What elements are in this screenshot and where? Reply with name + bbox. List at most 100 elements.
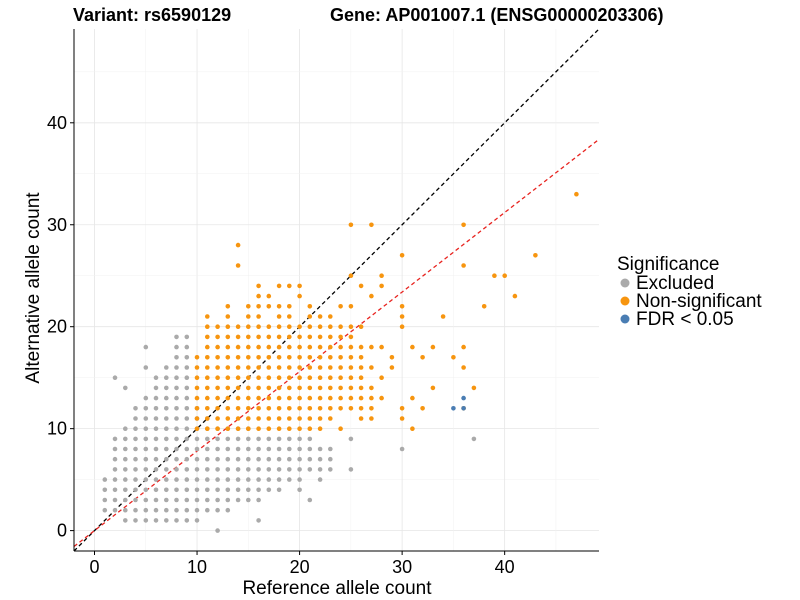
data-point [266,375,272,381]
data-point [143,395,149,401]
data-point [246,426,251,432]
data-point [379,375,384,381]
data-point [215,497,220,503]
data-point [235,477,241,482]
data-point [174,467,179,472]
y-tick-label: 10 [47,419,67,439]
data-point [338,344,343,350]
data-point [358,324,364,330]
data-point [307,497,313,503]
data-point [317,406,323,411]
data-point [307,314,313,319]
data-point [184,334,190,340]
data-point [235,375,241,381]
data-point [205,355,210,360]
data-point [369,344,374,350]
data-point [215,355,220,360]
data-point [307,385,313,391]
data-point [215,456,220,462]
data-point [112,487,118,493]
data-point [153,375,159,381]
data-point [256,365,261,370]
data-point [123,487,128,493]
data-point [307,324,313,330]
data-point [174,518,179,523]
data-point [153,487,159,493]
data-point [276,456,282,462]
data-point [410,344,415,350]
data-point [205,507,210,513]
data-point [287,477,292,482]
data-point [194,507,200,513]
data-point [266,304,272,309]
data-point [276,304,282,309]
data-point [328,334,333,340]
data-point [215,416,220,421]
data-point [389,355,395,360]
data-point [225,344,231,350]
data-point [338,426,343,432]
data-point [184,385,190,391]
data-point [307,436,313,442]
data-point [246,436,251,442]
data-point [266,344,272,350]
x-tick-label: 20 [290,557,310,577]
chart-title-variant: Variant: rs6590129 [73,5,231,25]
data-point [194,395,200,401]
data-point [276,487,282,493]
data-point [256,283,261,289]
y-tick-label: 0 [57,521,67,541]
data-point [410,395,415,401]
data-point [174,426,179,432]
data-point [246,304,251,309]
data-point [256,426,261,432]
data-point [174,446,179,452]
data-point [164,395,169,401]
data-point [215,477,220,482]
data-point [205,487,210,493]
data-point [307,416,313,421]
data-point [471,385,477,391]
data-point [246,406,251,411]
legend-label: Excluded [636,273,714,294]
data-point [235,467,241,472]
data-point [338,334,343,340]
data-point [307,304,313,309]
data-point [194,426,200,432]
data-point [328,314,333,319]
data-point [461,344,466,350]
data-point [276,314,282,319]
data-point [328,385,333,391]
data-point [256,324,261,330]
data-point [225,314,231,319]
data-point [112,507,118,513]
data-point [317,365,323,370]
data-point [297,416,302,421]
data-point [287,344,292,350]
data-point [328,375,333,381]
data-point [184,406,190,411]
data-point [297,446,302,452]
data-point [246,487,251,493]
data-point [358,365,364,370]
data-point [164,467,169,472]
data-point [276,446,282,452]
data-point [215,365,220,370]
data-point [389,365,395,370]
data-point [235,426,241,432]
data-point [184,507,190,513]
data-point [225,385,231,391]
data-point [297,477,302,482]
data-point [276,406,282,411]
data-point [338,355,343,360]
data-point [348,324,354,330]
data-point [338,304,343,309]
data-point [379,273,384,279]
data-point [194,477,200,482]
data-point [338,385,343,391]
data-point [143,426,149,432]
data-point [174,487,179,493]
data-point [266,406,272,411]
data-point [287,426,292,432]
data-point [215,334,220,340]
